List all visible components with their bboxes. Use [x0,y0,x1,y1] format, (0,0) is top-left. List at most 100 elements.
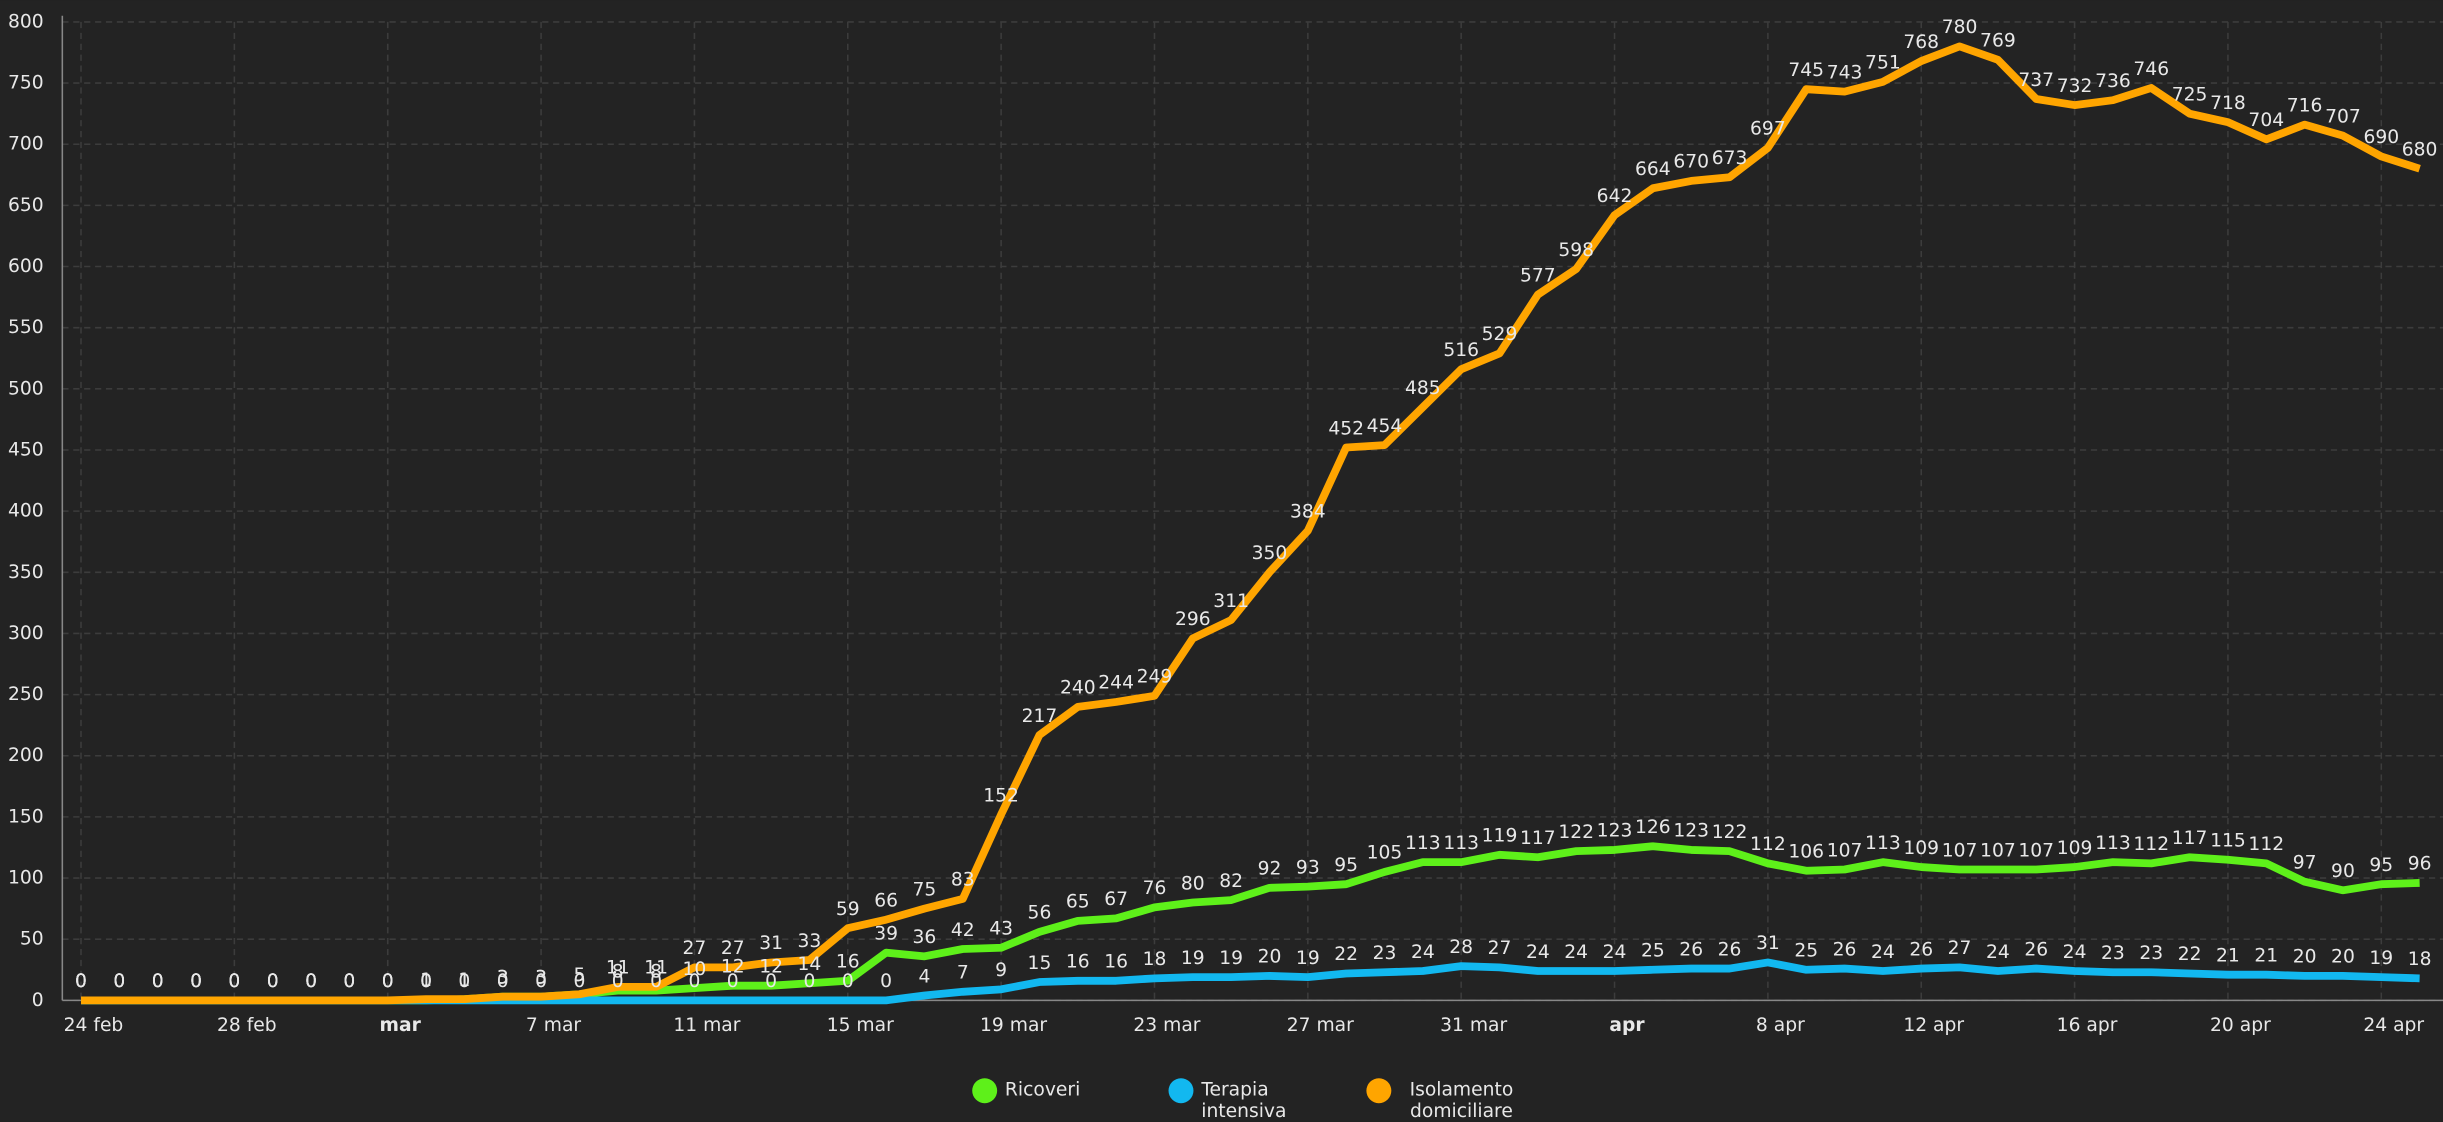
data-label: 24 [1871,942,1895,963]
y-tick-label: 700 [8,134,44,155]
data-label: 0 [152,971,164,992]
data-label: 26 [1679,939,1703,960]
data-label: 1 [458,970,470,991]
x-tick-label: 19 mar [980,1015,1047,1036]
data-label: 454 [1367,416,1403,437]
data-label: 24 [1603,942,1627,963]
y-tick-label: 300 [8,623,44,644]
data-label: 59 [836,899,860,920]
data-label: 16 [836,952,860,973]
data-label: 9 [995,960,1007,981]
data-label: 642 [1597,186,1633,207]
data-label: 0 [267,971,279,992]
data-label: 704 [2248,110,2284,131]
data-label: 529 [1482,324,1518,345]
data-label: 0 [113,971,125,992]
data-label: 24 [1411,942,1435,963]
data-label: 769 [1980,31,2016,52]
data-label: 8 [612,961,624,982]
data-label: 0 [497,971,509,992]
data-label: 11 [606,958,630,979]
data-label: 0 [228,971,240,992]
data-label: 14 [798,954,822,975]
data-label: 0 [803,971,815,992]
data-label: 0 [420,971,432,992]
data-label: 19 [1296,948,1320,969]
data-label: 0 [267,971,279,992]
data-label: 16 [1104,952,1128,973]
data-label: 0 [267,971,279,992]
data-label: 109 [2057,838,2093,859]
y-tick-label: 450 [8,439,44,460]
data-label: 26 [2024,939,2048,960]
data-label: 18 [2408,949,2432,970]
data-label: 107 [2018,840,2054,861]
y-tick-label: 400 [8,501,44,522]
legend-item: Terapia intensiva [1201,1078,1287,1122]
data-label: 23 [1373,943,1397,964]
data-label: 90 [2331,861,2355,882]
legend-label: Terapia intensiva [1201,1078,1287,1122]
data-label: 707 [2325,106,2361,127]
data-label: 27 [683,938,707,959]
data-label: 0 [612,971,624,992]
data-label: 0 [343,971,355,992]
data-label: 12 [721,956,745,977]
data-label: 92 [1258,859,1282,880]
data-label: 23 [2139,943,2163,964]
x-tick-label: 27 mar [1287,1015,1354,1036]
legend-marker [972,1078,998,1104]
data-label: 28 [1449,937,1473,958]
data-label: 673 [1712,148,1748,169]
data-label: 0 [305,971,317,992]
data-label: 0 [228,971,240,992]
data-label: 33 [798,931,822,952]
data-label: 26 [1909,939,1933,960]
data-label: 95 [1334,855,1358,876]
data-label: 26 [1833,939,1857,960]
x-tick-label: mar [380,1015,422,1036]
data-label: 152 [983,785,1019,806]
x-tick-label: 7 mar [526,1015,581,1036]
data-label: 113 [2095,833,2131,854]
legend-label: Ricoveri [1004,1078,1081,1101]
legend-marker [1366,1078,1392,1104]
data-label: 24 [1526,942,1550,963]
data-label: 0 [305,971,317,992]
data-label: 22 [1334,944,1358,965]
data-label: 27 [1948,938,1972,959]
data-label: 112 [2133,834,2169,855]
legend-item: Ricoveri [1004,1078,1081,1101]
data-label: 0 [152,971,164,992]
data-label: 0 [75,971,87,992]
x-tick-label: 8 apr [1756,1015,1805,1036]
data-label: 10 [683,959,707,980]
data-label: 97 [2293,853,2317,874]
x-tick-label: 15 mar [827,1015,894,1036]
data-label: 76 [1143,878,1167,899]
data-label: 24 [1986,942,2010,963]
y-tick-label: 350 [8,562,44,583]
data-label: 745 [1788,60,1824,81]
data-label: 0 [113,971,125,992]
data-label: 18 [1143,949,1167,970]
data-label: 0 [152,971,164,992]
data-label: 31 [1756,933,1780,954]
data-label: 240 [1060,678,1096,699]
data-label: 20 [1258,947,1282,968]
data-label: 20 [2293,947,2317,968]
data-label: 0 [650,971,662,992]
data-label: 109 [1903,838,1939,859]
data-label: 115 [2210,831,2246,852]
data-label: 96 [2408,854,2432,875]
x-tick-label: 31 mar [1440,1015,1507,1036]
data-label: 119 [1482,826,1518,847]
data-label: 452 [1328,418,1364,439]
y-tick-label: 200 [8,745,44,766]
data-label: 24 [2063,942,2087,963]
data-label: 3 [497,968,509,989]
data-label: 113 [1405,833,1441,854]
data-label: 5 [573,965,585,986]
data-label: 516 [1443,340,1479,361]
